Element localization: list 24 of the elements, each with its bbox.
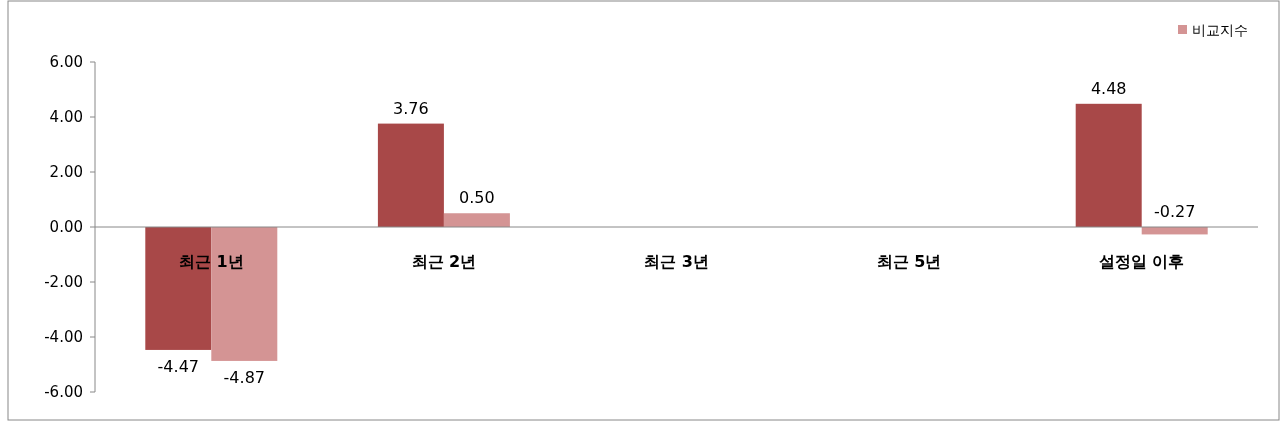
y-tick-label: 4.00 <box>49 108 83 126</box>
legend-label: 비교지수 <box>1192 22 1248 38</box>
bar <box>443 213 510 227</box>
bar <box>211 227 278 361</box>
y-tick-label: -6.00 <box>44 383 83 401</box>
x-tick-label: 최근 5년 <box>876 252 942 271</box>
bar <box>1075 103 1142 227</box>
x-tick-label: 설정일 이후 <box>1098 252 1185 271</box>
y-tick-label: -4.00 <box>44 328 83 346</box>
data-label: -0.27 <box>1154 202 1196 221</box>
data-label: 3.76 <box>393 98 429 118</box>
y-tick-label: 2.00 <box>49 163 83 181</box>
x-tick-label: 최근 1년 <box>178 252 244 271</box>
bar <box>145 227 212 350</box>
data-label: 0.50 <box>459 188 495 208</box>
bar <box>377 123 444 227</box>
data-label: -4.87 <box>223 367 265 387</box>
data-label: -4.47 <box>157 356 199 376</box>
data-label: 4.48 <box>1090 78 1127 98</box>
x-tick-label: 최근 2년 <box>411 252 477 271</box>
y-tick-label: 6.00 <box>49 53 83 71</box>
x-tick-label: 최근 3년 <box>644 252 709 271</box>
y-tick-label: -2.00 <box>44 273 83 291</box>
y-tick-label: 0.00 <box>49 218 83 236</box>
